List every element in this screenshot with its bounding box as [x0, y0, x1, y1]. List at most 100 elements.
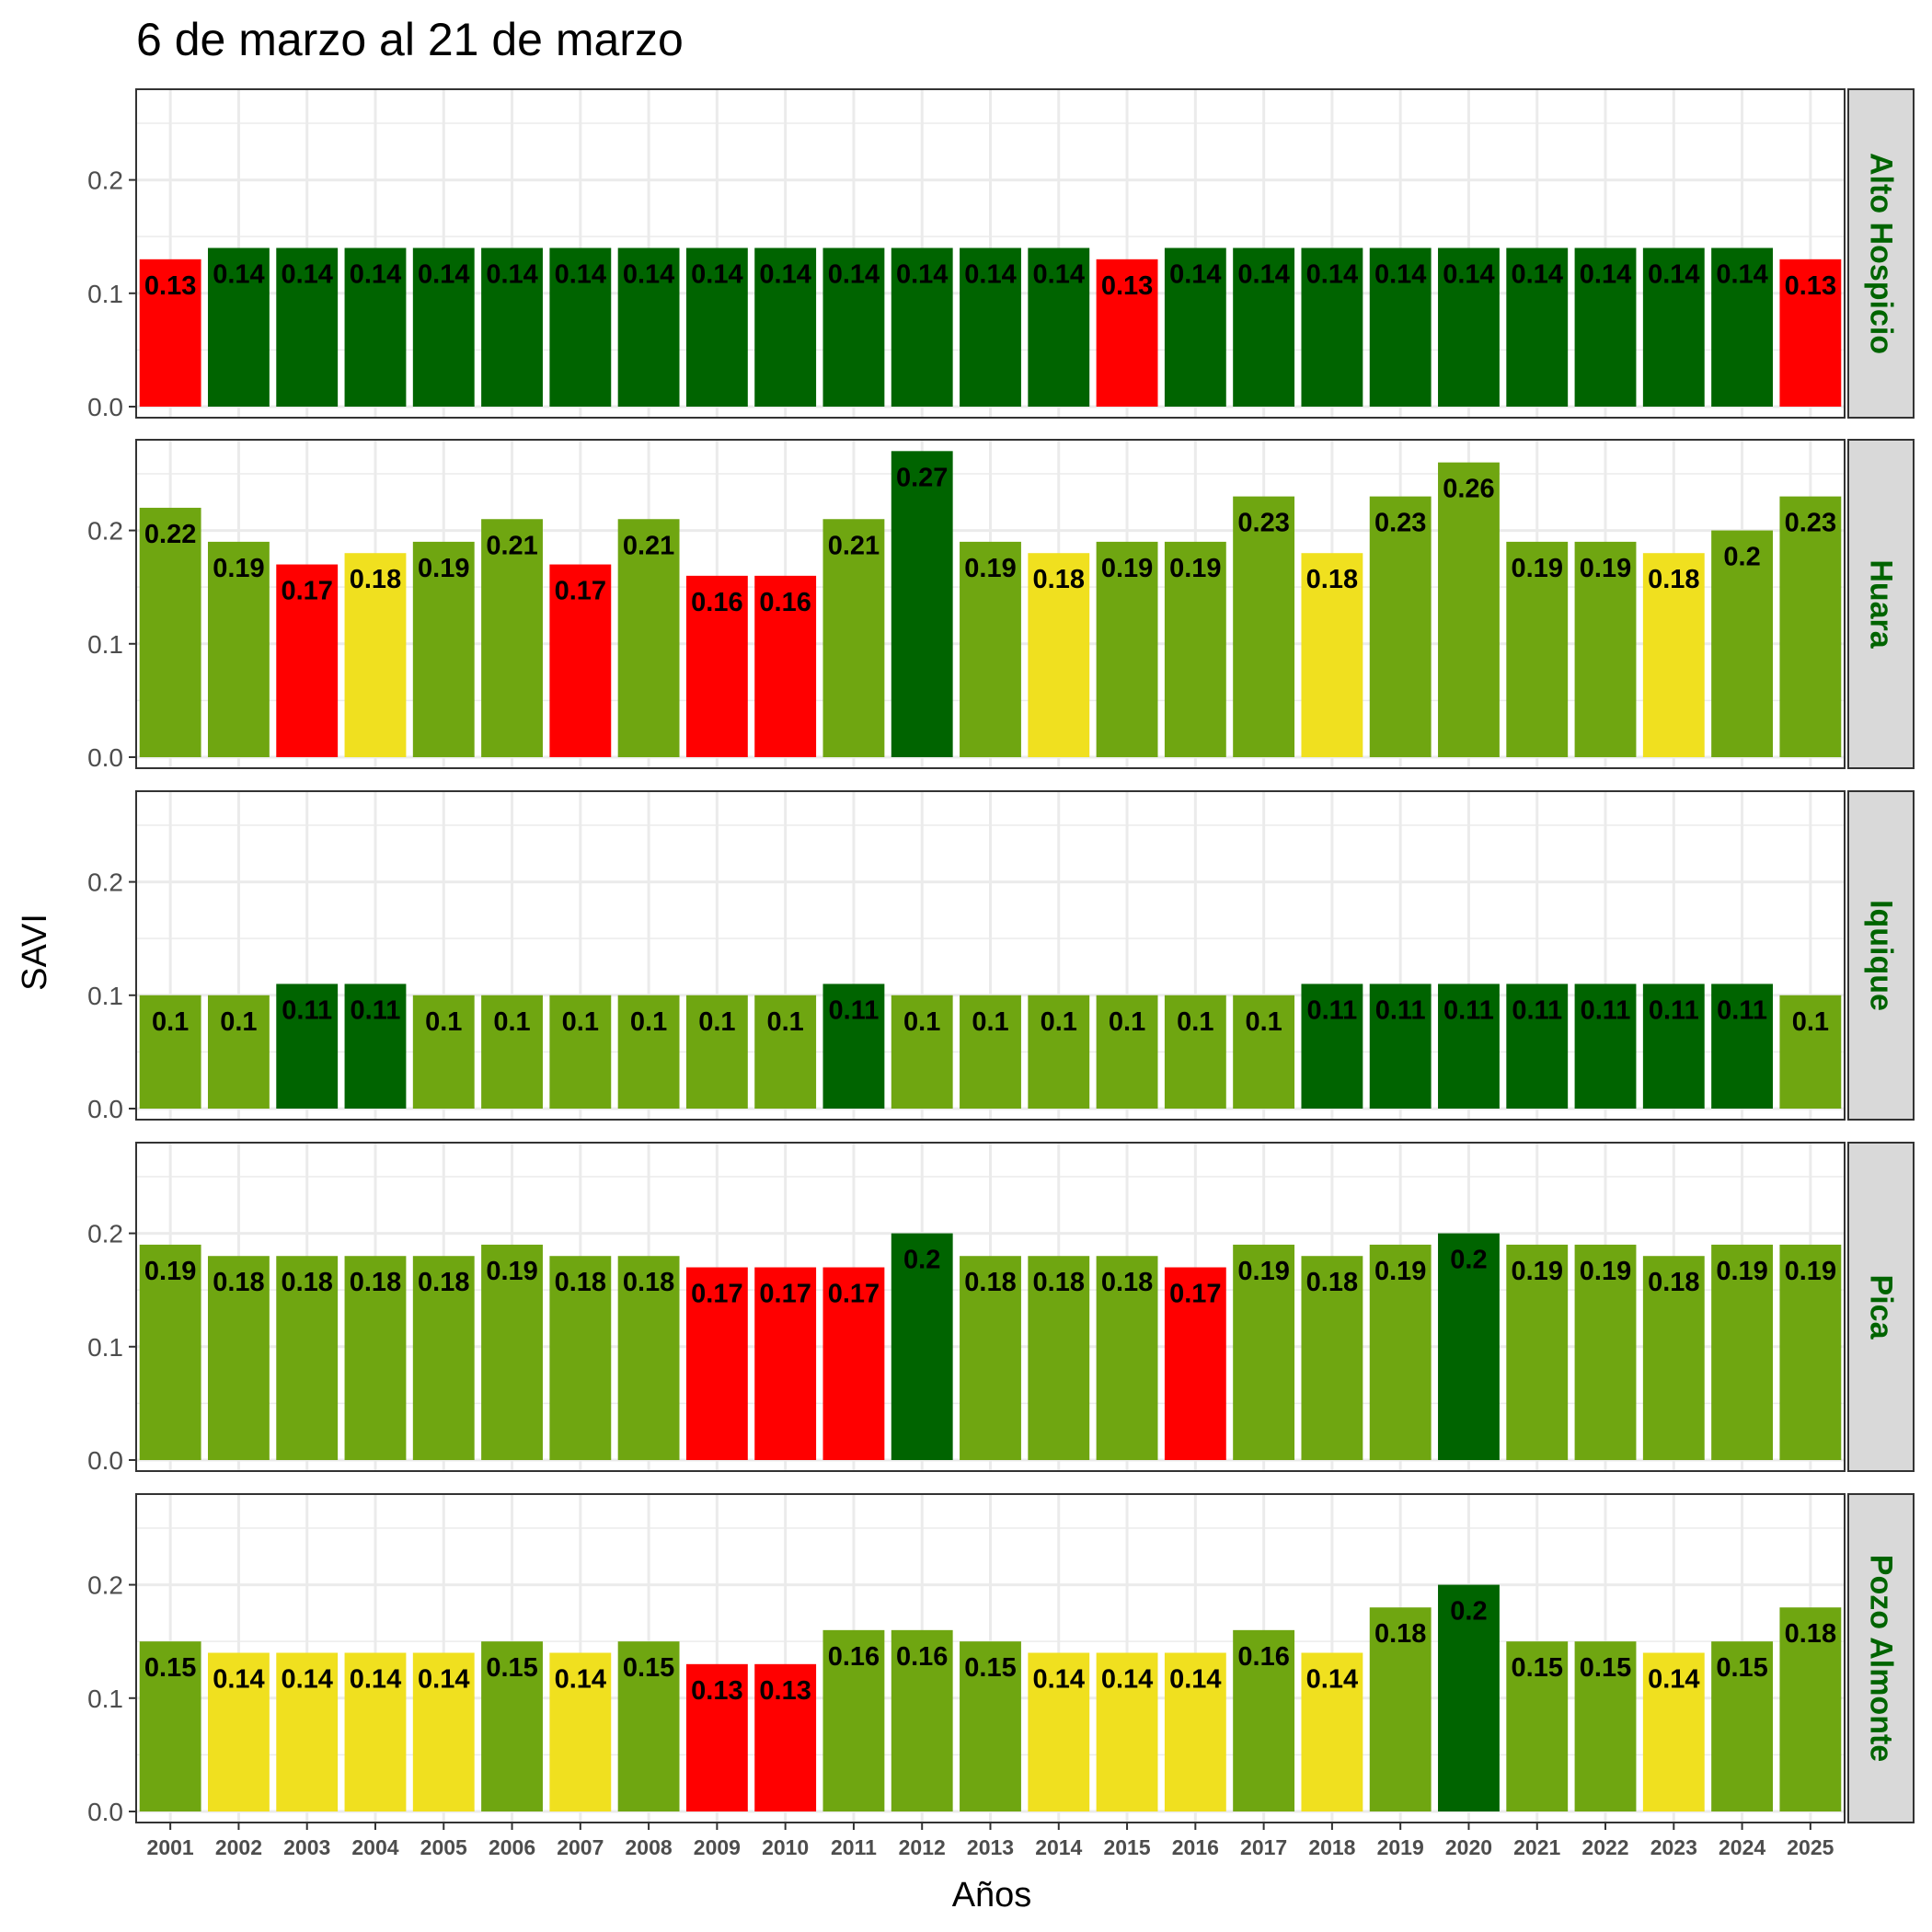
- bar: [1438, 1584, 1500, 1811]
- bar: [1506, 983, 1569, 1109]
- x-tick-label: 2002: [215, 1835, 262, 1859]
- bar: [549, 564, 612, 757]
- facet-strip: [1847, 439, 1915, 769]
- bar-value-label: 0.15: [623, 1653, 674, 1683]
- bar-value-label: 0.23: [1785, 509, 1836, 538]
- x-tick-label: 2025: [1787, 1835, 1834, 1859]
- bar-value-label: 0.18: [964, 1268, 1016, 1297]
- bar-value-label: 0.18: [1033, 1268, 1085, 1297]
- bar-value-label: 0.27: [896, 463, 948, 492]
- bar-value-label: 0.15: [144, 1653, 196, 1683]
- bar-value-label: 0.13: [759, 1676, 811, 1706]
- bar: [1574, 247, 1637, 407]
- bar-value-label: 0.1: [493, 1007, 530, 1037]
- bar: [1096, 259, 1158, 407]
- bar: [1642, 983, 1705, 1109]
- bar-value-label: 0.19: [1512, 1257, 1563, 1286]
- panel-border: [135, 1142, 1846, 1472]
- bar-value-label: 0.18: [1648, 1268, 1699, 1297]
- bar: [1369, 1607, 1432, 1811]
- bar: [685, 1663, 748, 1811]
- y-tick-label: 0.0: [87, 1446, 123, 1475]
- bar: [344, 553, 407, 757]
- bar: [1301, 983, 1363, 1109]
- bar: [960, 541, 1021, 757]
- bar-value-label: 0.18: [213, 1268, 264, 1297]
- bar-value-label: 0.14: [1306, 1665, 1358, 1695]
- y-tick-label: 0.2: [87, 868, 123, 897]
- x-axis: 2001 2002 2003 2004 2005 2006 2007 2008 2009 2010…: [147, 1823, 1834, 1859]
- bar-value-label: 0.18: [1101, 1268, 1153, 1297]
- bar: [1028, 995, 1090, 1109]
- x-tick-label: 2003: [283, 1835, 330, 1859]
- x-tick-label: 2011: [831, 1835, 877, 1859]
- bar-value-label: 0.19: [1512, 554, 1563, 583]
- bar-value-label: 0.1: [1792, 1007, 1829, 1037]
- bar: [754, 575, 817, 757]
- bar: [822, 519, 885, 757]
- bar: [960, 1256, 1021, 1460]
- facet-strip: [1847, 1142, 1915, 1472]
- bar: [207, 247, 270, 407]
- bar: [822, 983, 885, 1109]
- bar-value-label: 0.14: [828, 260, 880, 290]
- bar-value-label: 0.14: [1306, 260, 1358, 290]
- bar-value-label: 0.14: [1033, 1665, 1085, 1695]
- bar: [1779, 1607, 1842, 1811]
- bar-value-label: 0.11: [1375, 995, 1426, 1025]
- bar: [207, 541, 270, 757]
- bar-value-label: 0.11: [351, 995, 401, 1025]
- bar-value-label: 0.1: [1245, 1007, 1282, 1037]
- bar-value-label: 0.16: [896, 1642, 948, 1672]
- bar-value-label: 0.1: [425, 1007, 462, 1037]
- bar: [1438, 247, 1500, 407]
- bar-value-label: 0.11: [1306, 995, 1357, 1025]
- bar-value-label: 0.14: [418, 1665, 469, 1695]
- bar-value-label: 0.18: [350, 1268, 401, 1297]
- bar: [822, 1629, 885, 1811]
- x-tick-label: 2005: [420, 1835, 467, 1859]
- x-tick-label: 2024: [1719, 1835, 1765, 1859]
- bar: [139, 507, 201, 757]
- bar: [1779, 995, 1842, 1109]
- bar-value-label: 0.26: [1443, 475, 1494, 504]
- bar-value-label: 0.15: [964, 1653, 1016, 1683]
- bar: [1164, 995, 1226, 1109]
- bar: [1506, 541, 1569, 757]
- y-tick-label: 0.1: [87, 280, 123, 308]
- bar: [276, 983, 339, 1109]
- bar: [960, 995, 1021, 1109]
- bar: [549, 1652, 612, 1811]
- bar-value-label: 0.14: [1169, 260, 1221, 290]
- bar-value-label: 0.18: [1306, 565, 1358, 594]
- bar-value-label: 0.14: [1648, 1665, 1699, 1695]
- x-tick-label: 2019: [1377, 1835, 1424, 1859]
- panel-border: [135, 88, 1846, 419]
- bar: [685, 995, 748, 1109]
- x-tick-label: 2012: [899, 1835, 946, 1859]
- bar: [891, 247, 953, 407]
- bar-value-label: 0.23: [1374, 509, 1426, 538]
- bar-value-label: 0.18: [418, 1268, 469, 1297]
- bar: [412, 1256, 475, 1460]
- bar-value-label: 0.14: [350, 260, 401, 290]
- bar-value-label: 0.1: [972, 1007, 1008, 1037]
- bar-value-label: 0.11: [1649, 995, 1699, 1025]
- bar-value-label: 0.18: [350, 565, 401, 594]
- bar-value-label: 0.21: [828, 531, 880, 560]
- bar: [1506, 1244, 1569, 1460]
- x-tick-label: 2017: [1240, 1835, 1287, 1859]
- bar-value-label: 0.14: [213, 1665, 264, 1695]
- bar-value-label: 0.1: [152, 1007, 189, 1037]
- bar: [617, 247, 680, 407]
- bar-value-label: 0.2: [1450, 1597, 1487, 1627]
- bar: [1574, 541, 1637, 757]
- bar-value-label: 0.15: [486, 1653, 537, 1683]
- facet-strip-label: Alto Hospicio: [1864, 153, 1899, 354]
- bar-value-label: 0.16: [1237, 1642, 1289, 1672]
- bar: [481, 1641, 543, 1811]
- bar: [1369, 983, 1432, 1109]
- facet-strip: [1847, 790, 1915, 1121]
- bar: [1233, 1244, 1295, 1460]
- bar-value-label: 0.14: [1716, 260, 1767, 290]
